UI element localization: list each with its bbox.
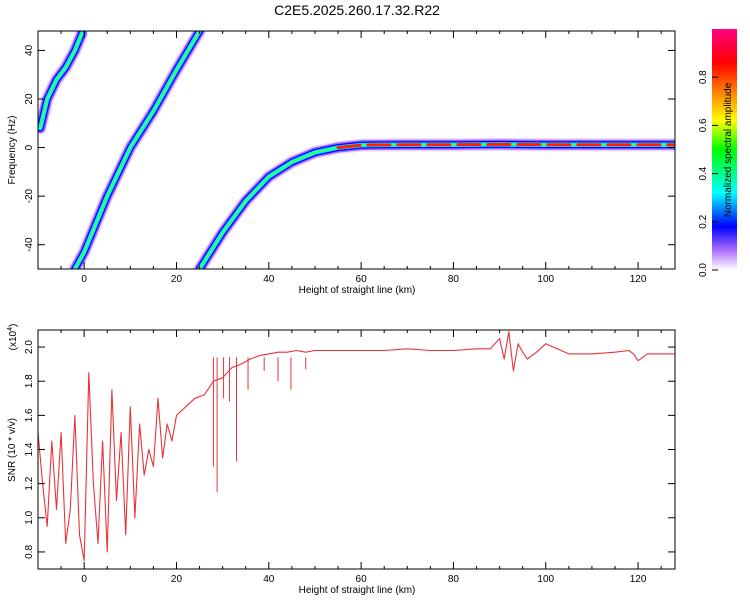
heatmap-trace-0-layer-4	[39, 32, 83, 130]
snr-scale-exponent: 4	[7, 327, 14, 331]
heatmap-x-tick-label: 60	[356, 274, 368, 285]
snr-line	[38, 331, 675, 562]
heatmap-trace-1-layer-4	[73, 31, 201, 269]
colorbar-tick-label: 0.8	[698, 70, 709, 84]
snr-y-tick-label: 0.8	[24, 545, 35, 559]
snr-scale-close: )	[8, 324, 19, 327]
snr-x-ticks: 0 20 40 60 80 100 120	[37, 330, 662, 585]
heatmap-y-tick-label: 20	[24, 93, 35, 105]
heatmap-panel: 0 20 40 60 80 100 120 -40 -20 0 20 40 Height of st…	[7, 30, 676, 296]
heatmap-x-tick-label: 80	[448, 274, 460, 285]
heatmap-x-tick-label: 20	[171, 274, 183, 285]
heatmap-y-tick-label: 0	[24, 144, 35, 150]
snr-y-tick-label: 1.0	[24, 510, 35, 524]
colorbar-tick-label: 0.4	[698, 166, 709, 180]
snr-y-ticks: 0.8 1.0 1.2 1.4 1.6 1.8 2.0	[24, 340, 675, 559]
snr-scale-prefix: (x10	[8, 330, 19, 350]
snr-x-tick-label: 40	[263, 574, 275, 585]
heatmap-x-tick-label: 0	[81, 274, 87, 285]
snr-x-tick-label: 80	[448, 574, 460, 585]
snr-x-tick-label: 20	[171, 574, 183, 585]
heatmap-frame	[37, 30, 676, 270]
snr-y-tick-label: 1.2	[24, 476, 35, 490]
heatmap-x-ticks: 0 20 40 60 80 100 120	[37, 31, 662, 285]
snr-y-axis-label: SNR (10 * v/v)	[7, 418, 18, 482]
heatmap-x-tick-label: 100	[537, 274, 554, 285]
snr-plot-area	[38, 330, 675, 569]
heatmap-traces	[38, 31, 675, 269]
snr-y-tick-label: 1.8	[24, 374, 35, 388]
colorbar-ticks: 0.0 0.2 0.4 0.6 0.8	[698, 70, 718, 277]
snr-y-tick-label: 1.6	[24, 408, 35, 422]
heatmap-y-tick-label: 40	[24, 44, 35, 56]
heatmap-x-tick-label: 120	[630, 274, 647, 285]
snr-y-tick-label: 2.0	[24, 340, 35, 354]
colorbar-gradient	[712, 29, 737, 270]
snr-x-tick-label: 100	[537, 574, 554, 585]
heatmap-y-axis-label: Frequency (Hz)	[7, 116, 18, 185]
colorbar-tick-label: 0.2	[698, 214, 709, 228]
snr-scale-note: (x104)	[7, 324, 19, 351]
snr-x-tick-label: 120	[630, 574, 647, 585]
snr-x-tick-label: 0	[81, 574, 87, 585]
snr-y-tick-label: 1.4	[24, 442, 35, 456]
heatmap-trace-core	[336, 142, 675, 150]
heatmap-y-tick-label: -40	[24, 237, 35, 252]
colorbar-label: Normalized spectral amplitude	[723, 82, 734, 217]
figure-title: C2E5.2025.260.17.32.R22	[274, 2, 440, 18]
heatmap-x-axis-label: Height of straight line (km)	[299, 285, 416, 296]
snr-series	[38, 331, 675, 562]
heatmap-y-tick-label: -20	[24, 188, 35, 203]
snr-x-tick-label: 60	[356, 574, 368, 585]
colorbar-tick-label: 0.0	[698, 263, 709, 277]
colorbar: 0.0 0.2 0.4 0.6 0.8 Normalized spectral ampl…	[698, 29, 737, 277]
snr-panel: 0 20 40 60 80 100 120 0.8 1.0 1.2 1.4 1.6 1.8 2.0 He…	[7, 324, 676, 596]
heatmap-x-tick-label: 40	[263, 274, 275, 285]
snr-x-axis-label: Height of straight line (km)	[299, 585, 416, 596]
heatmap-y-ticks: -40 -20 0 20 40	[24, 44, 675, 252]
colorbar-tick-label: 0.6	[698, 118, 709, 132]
